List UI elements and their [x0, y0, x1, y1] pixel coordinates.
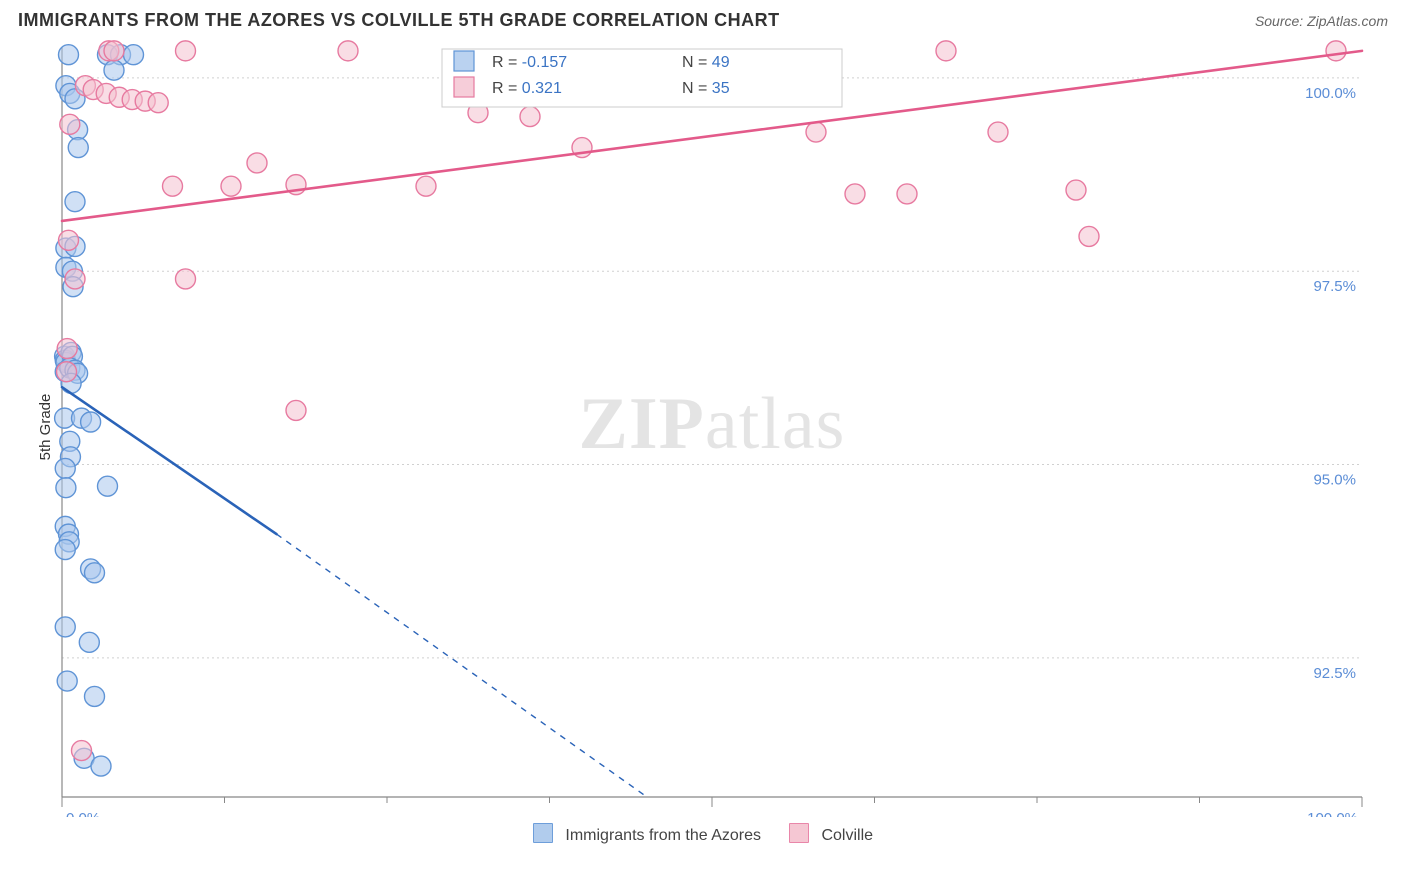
chart-area: 5th Grade ZIPatlas0.0%100.0%92.5%95.0%97…: [42, 37, 1394, 817]
legend-label-azores: Immigrants from the Azores: [565, 827, 761, 844]
svg-text:N = 49: N = 49: [682, 54, 730, 71]
y-axis-label: 5th Grade: [37, 394, 54, 461]
scatter-chart: ZIPatlas 0.0% 100.0% 92.5% 95.0% 97.5% 100.0% R…: [42, 37, 1382, 817]
header: IMMIGRANTS FROM THE AZORES VS COLVILLE 5…: [0, 0, 1406, 37]
legend-item-colville: Colville: [789, 823, 873, 845]
svg-text:ZIPatlas: ZIPatlas: [579, 383, 846, 465]
legend-item-azores: Immigrants from the Azores: [533, 823, 761, 845]
source-label: Source: ZipAtlas.com: [1255, 13, 1388, 29]
legend-swatch-azores: [533, 823, 553, 843]
svg-text:97.5%: 97.5%: [1313, 278, 1356, 295]
bottom-legend: Immigrants from the Azores Colville: [0, 823, 1406, 845]
svg-text:100.0%: 100.0%: [1307, 810, 1358, 817]
svg-text:92.5%: 92.5%: [1313, 665, 1356, 682]
svg-text:95.0%: 95.0%: [1313, 472, 1356, 489]
svg-text:R = -0.157: R = -0.157: [492, 54, 567, 71]
chart-title: IMMIGRANTS FROM THE AZORES VS COLVILLE 5…: [18, 10, 780, 31]
svg-text:100.0%: 100.0%: [1305, 85, 1356, 102]
svg-text:N = 35: N = 35: [682, 80, 730, 97]
svg-text:0.0%: 0.0%: [66, 810, 100, 817]
legend-label-colville: Colville: [821, 827, 873, 844]
legend-swatch-colville: [789, 823, 809, 843]
svg-text:R = 0.321: R = 0.321: [492, 80, 562, 97]
